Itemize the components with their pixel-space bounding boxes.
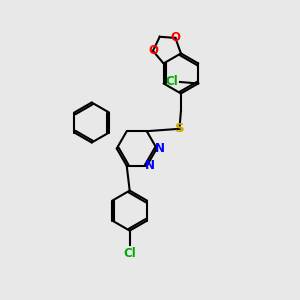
Text: N: N: [155, 142, 165, 155]
Text: N: N: [145, 159, 155, 172]
Text: S: S: [175, 122, 184, 135]
Text: O: O: [170, 32, 180, 44]
Text: O: O: [148, 44, 158, 57]
Text: Cl: Cl: [123, 247, 136, 260]
Text: Cl: Cl: [166, 76, 178, 88]
